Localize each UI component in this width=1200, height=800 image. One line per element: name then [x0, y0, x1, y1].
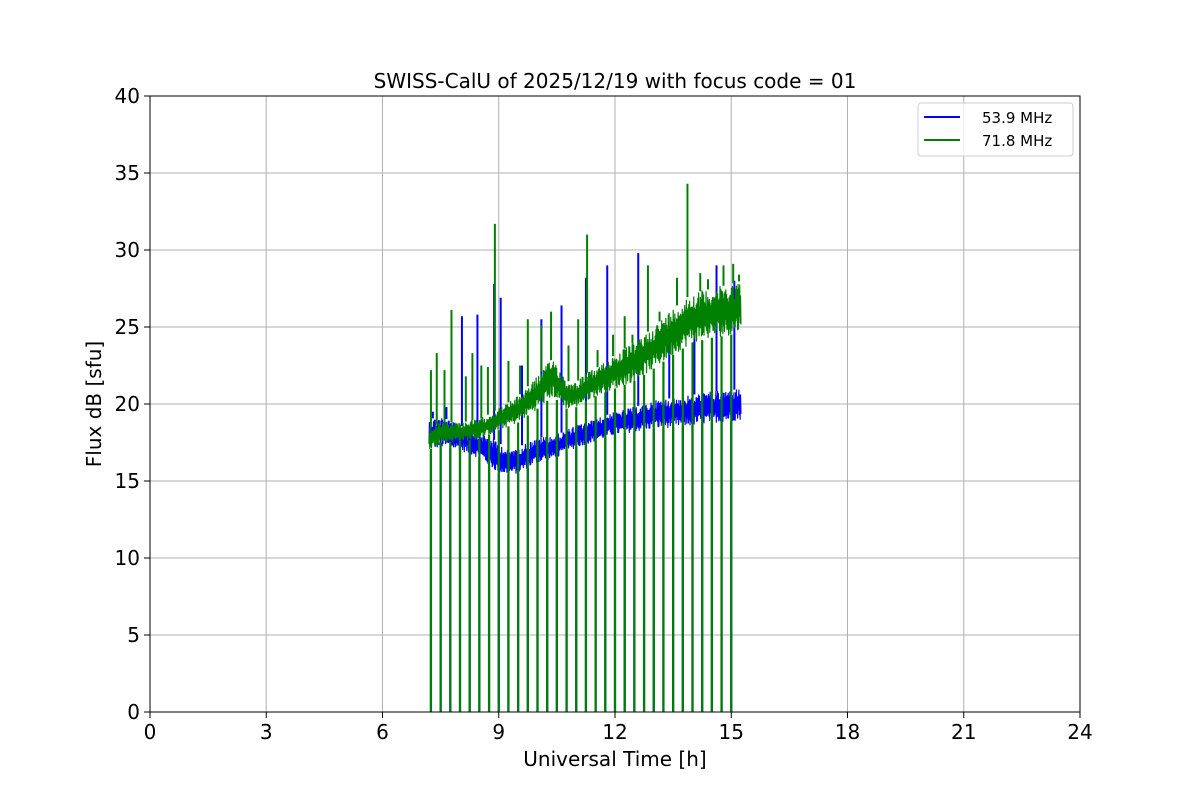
y-tick-label: 20 — [115, 392, 140, 416]
y-tick-label: 5 — [127, 623, 140, 647]
x-tick-label: 18 — [835, 720, 860, 744]
legend: 53.9 MHz 71.8 MHz — [917, 102, 1074, 157]
series-1-trace — [428, 283, 742, 450]
x-tick-label: 9 — [492, 720, 505, 744]
y-tick-label: 10 — [115, 546, 140, 570]
x-axis-title: Universal Time [h] — [523, 747, 706, 771]
y-axis-title: Flux dB [sfu] — [82, 341, 106, 467]
x-tick-label: 12 — [602, 720, 627, 744]
y-tick-label: 0 — [127, 700, 140, 724]
y-tick-label: 15 — [115, 469, 140, 493]
series-layer — [428, 183, 742, 712]
y-tick-label: 35 — [115, 161, 140, 185]
chart-title: SWISS-CalU of 2025/12/19 with focus code… — [374, 69, 857, 93]
x-tick-label: 6 — [376, 720, 389, 744]
y-tick-label: 25 — [115, 315, 140, 339]
series-1-group — [428, 183, 742, 712]
legend-label-0: 53.9 MHz — [982, 109, 1052, 127]
y-tick-label: 30 — [115, 238, 140, 262]
ticks: 0 3 6 9 12 15 18 21 24 0 5 10 15 20 25 30 35 40 — [115, 84, 1093, 744]
x-tick-label: 3 — [260, 720, 273, 744]
y-tick-label: 40 — [115, 84, 140, 108]
x-tick-label: 21 — [951, 720, 976, 744]
x-tick-label: 0 — [144, 720, 157, 744]
x-tick-label: 15 — [719, 720, 744, 744]
legend-label-1: 71.8 MHz — [982, 132, 1052, 150]
x-tick-label: 24 — [1067, 720, 1092, 744]
